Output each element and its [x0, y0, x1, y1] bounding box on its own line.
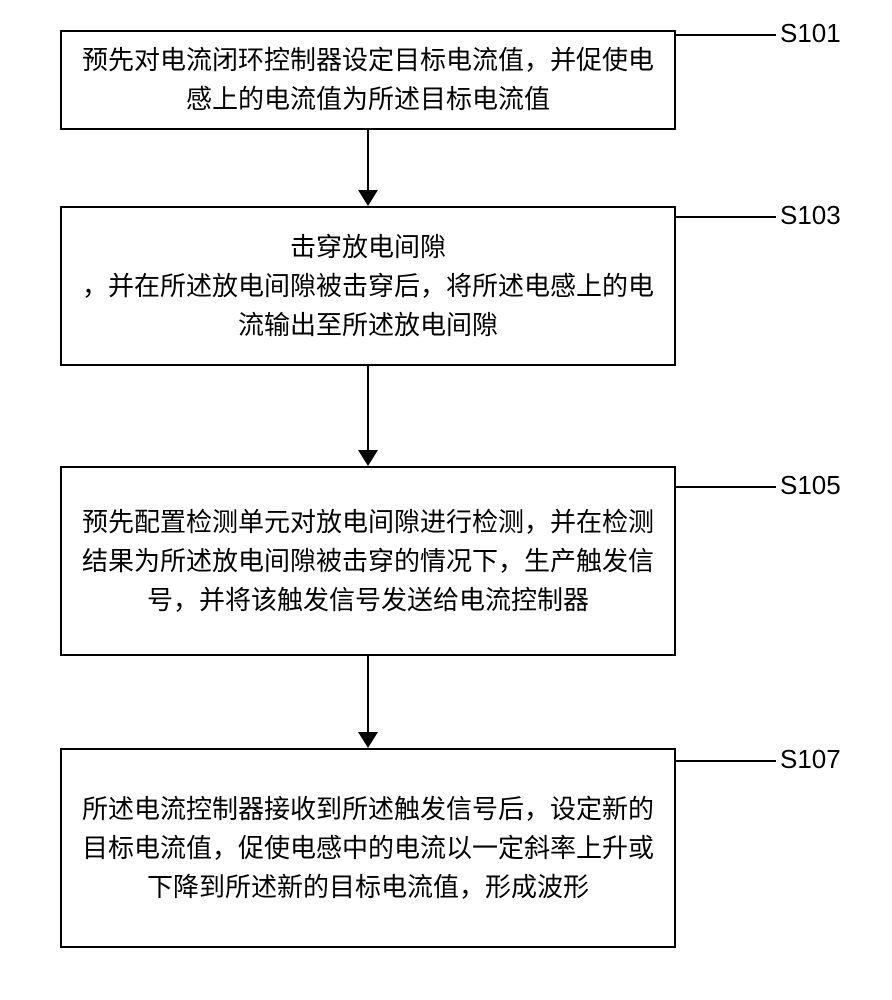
flow-step-4-text: 所述电流控制器接收到所述触发信号后，设定新的目标电流值，促使电感中的电流以一定斜…	[80, 790, 656, 907]
flow-step-2: 击穿放电间隙 ，并在所述放电间隙被击穿后，将所述电感上的电流输出至所述放电间隙	[60, 206, 676, 366]
step-label-2: S103	[780, 200, 841, 231]
label-line-2	[676, 216, 776, 218]
step-label-4: S107	[780, 744, 841, 775]
connector-3-4	[367, 656, 369, 732]
flow-step-2-text: 击穿放电间隙 ，并在所述放电间隙被击穿后，将所述电感上的电流输出至所述放电间隙	[80, 228, 656, 345]
step-label-3: S105	[780, 470, 841, 501]
flow-step-1-text: 预先对电流闭环控制器设定目标电流值，并促使电感上的电流值为所述目标电流值	[80, 41, 656, 119]
connector-2-3	[367, 366, 369, 450]
flow-step-1: 预先对电流闭环控制器设定目标电流值，并促使电感上的电流值为所述目标电流值	[60, 30, 676, 130]
arrow-1-2	[358, 190, 378, 206]
flow-step-3-text: 预先配置检测单元对放电间隙进行检测，并在检测结果为所述放电间隙被击穿的情况下，生…	[80, 503, 656, 620]
flow-step-4: 所述电流控制器接收到所述触发信号后，设定新的目标电流值，促使电感中的电流以一定斜…	[60, 748, 676, 948]
label-line-4	[676, 760, 776, 762]
label-line-1	[676, 34, 776, 36]
flow-step-3: 预先配置检测单元对放电间隙进行检测，并在检测结果为所述放电间隙被击穿的情况下，生…	[60, 466, 676, 656]
arrow-3-4	[358, 732, 378, 748]
label-line-3	[676, 486, 776, 488]
arrow-2-3	[358, 450, 378, 466]
step-label-1: S101	[780, 18, 841, 49]
connector-1-2	[367, 130, 369, 190]
